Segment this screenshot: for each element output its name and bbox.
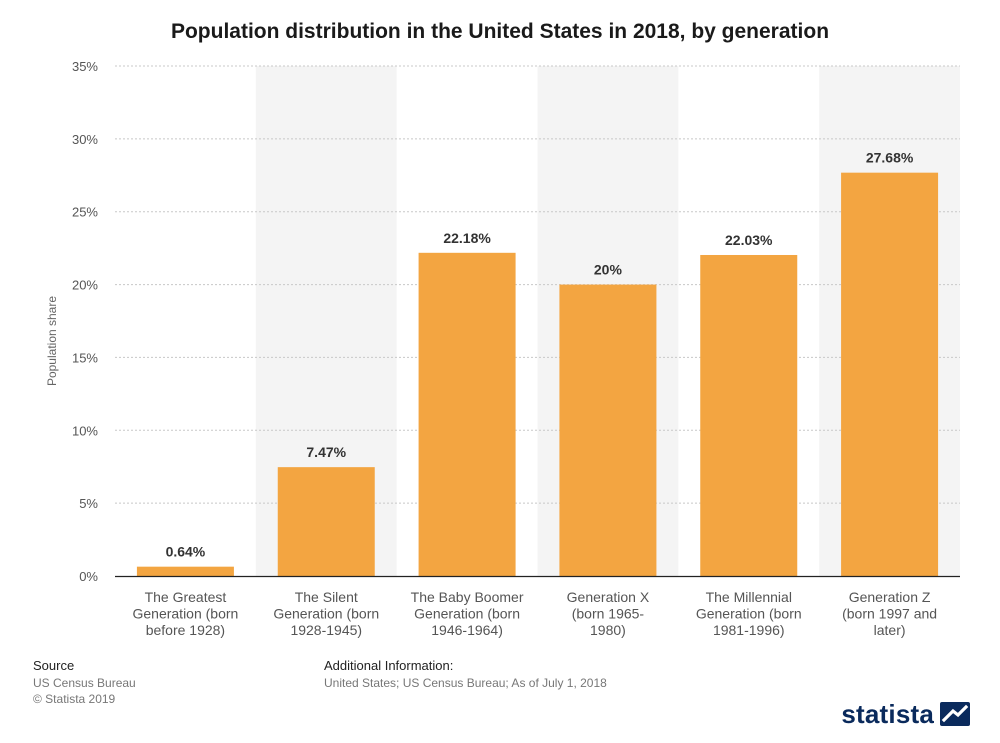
bar (136, 566, 234, 576)
x-tick-label: 1946-1964) (431, 622, 503, 638)
y-tick-label: 30% (72, 132, 98, 147)
x-tick-label: The Millennial (706, 589, 792, 605)
statista-logo-icon (940, 702, 970, 726)
x-tick-label: (born 1965- (572, 606, 645, 622)
x-tick-label: Generation Z (849, 589, 931, 605)
bar-chart: 0% 5% 10% 15% 20% 25% 30% 35% Population share 0.… (45, 59, 960, 638)
bar (277, 467, 375, 576)
y-axis-label: Population share (45, 296, 59, 386)
x-tick-label: The Silent (295, 589, 358, 605)
additional-info-heading: Additional Information: (324, 658, 454, 673)
x-tick-label: (born 1997 and (842, 606, 937, 622)
source-heading: Source (33, 658, 75, 673)
x-tick-label: before 1928) (146, 622, 225, 638)
data-label: 22.18% (443, 230, 491, 246)
y-tick-label: 35% (72, 59, 98, 74)
bar (559, 284, 657, 576)
source-name[interactable]: US Census Bureau (33, 676, 136, 690)
y-tick-label: 25% (72, 205, 98, 220)
x-tick-label: Generation (born (132, 606, 238, 622)
copyright: © Statista 2019 (33, 692, 116, 706)
y-tick-label: 15% (72, 350, 98, 365)
x-tick-label: Generation (born (696, 606, 802, 622)
bar (841, 172, 939, 577)
x-tick-label: 1928-1945) (290, 622, 362, 638)
y-tick-label: 5% (79, 496, 98, 511)
additional-info-text: United States; US Census Bureau; As of J… (324, 676, 607, 690)
brand-name: statista (841, 698, 934, 729)
data-label: 0.64% (166, 544, 206, 560)
data-label: 22.03% (725, 232, 773, 248)
x-tick-label: Generation (born (273, 606, 379, 622)
x-tick-label: later) (874, 622, 906, 638)
bar (418, 252, 516, 576)
x-tick-label: 1981-1996) (713, 622, 785, 638)
x-tick-label: Generation X (567, 589, 650, 605)
data-label: 7.47% (306, 444, 346, 460)
y-tick-label: 0% (79, 569, 98, 584)
y-tick-label: 20% (72, 278, 98, 293)
y-tick-label: 10% (72, 423, 98, 438)
statista-brand[interactable]: statista (841, 697, 970, 731)
data-label: 20% (594, 262, 623, 278)
x-tick-label: Generation (born (414, 606, 520, 622)
bar (700, 254, 798, 576)
data-label: 27.68% (866, 150, 914, 166)
x-tick-label: The Baby Boomer (411, 589, 524, 605)
chart-title: Population distribution in the United St… (170, 20, 830, 43)
x-tick-label: 1980) (590, 622, 626, 638)
x-tick-label: The Greatest (145, 589, 227, 605)
